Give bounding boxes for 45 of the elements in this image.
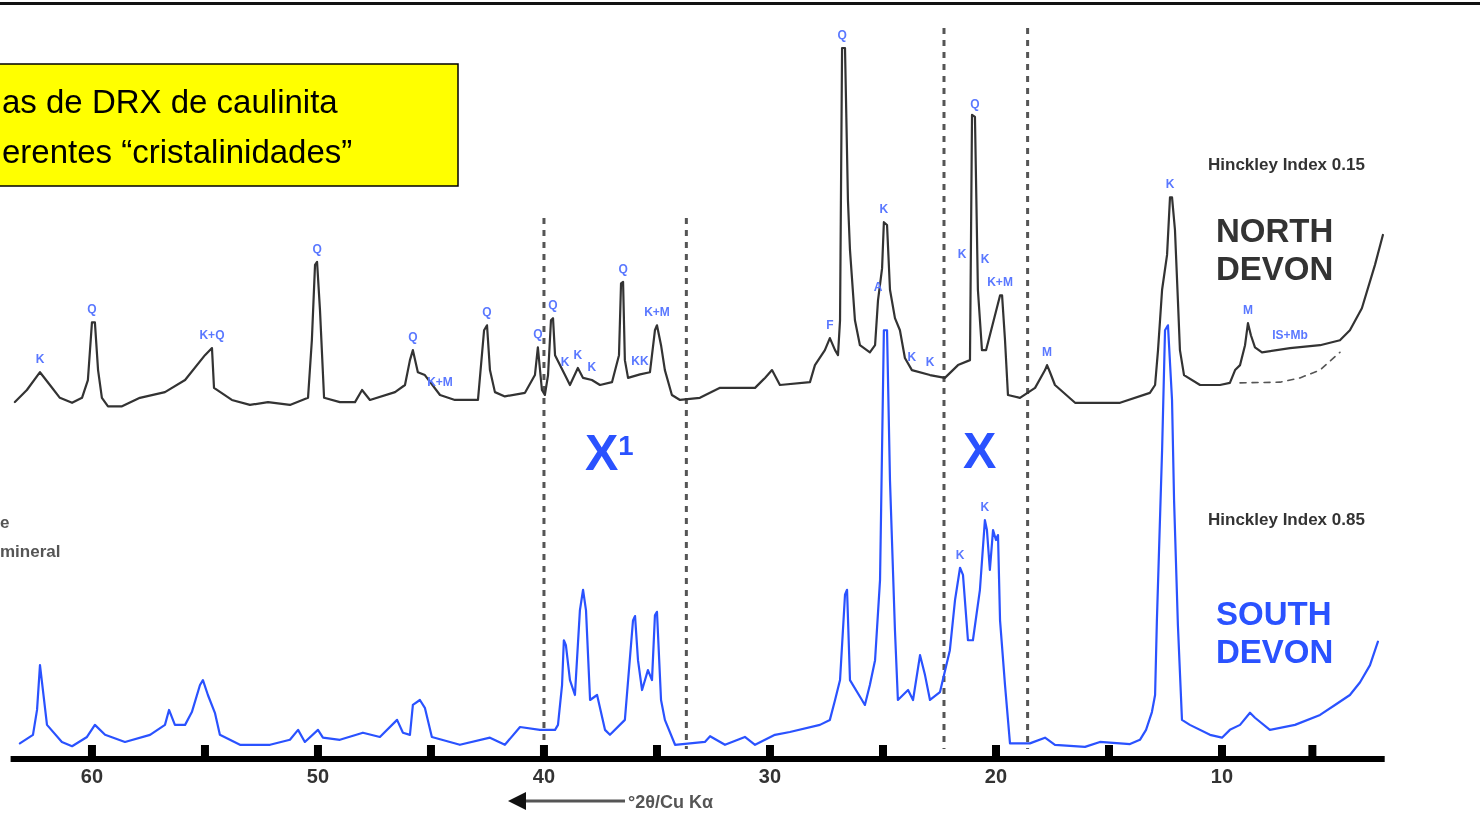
annotation: Q — [482, 305, 492, 320]
annotation: K — [955, 547, 965, 562]
annotation: K — [879, 202, 889, 217]
x-tick-label: 10 — [1210, 765, 1234, 787]
annotation: K — [587, 360, 597, 375]
annotation: K+Q — [199, 328, 225, 343]
annotation: Q — [312, 242, 322, 257]
annotation: K+M — [644, 305, 670, 320]
annotation: K — [957, 247, 967, 261]
text: as de DRX de caulinita erentes “cristalinidades” — [2, 83, 353, 170]
annotation: Q — [533, 327, 543, 342]
annotation: K — [1165, 177, 1175, 192]
annotation: M — [1042, 345, 1053, 360]
series-label: SOUTH DEVON — [1216, 595, 1334, 670]
annotation: K — [35, 352, 45, 367]
annotation: Hinckley Index 0.15 — [1208, 155, 1365, 174]
annotation: Q — [618, 261, 628, 276]
annotation: X — [963, 423, 997, 479]
x-tick-label: 40 — [532, 765, 556, 787]
annotation: K — [907, 350, 917, 365]
annotation: K — [573, 347, 583, 362]
x-axis-title: °2θ/Cu Kα — [628, 792, 713, 812]
annotation: Q — [548, 298, 558, 313]
series-label: NORTH DEVON — [1216, 212, 1334, 287]
annotation: mineral — [0, 542, 61, 561]
annotation: K+M — [987, 275, 1013, 290]
annotation: Q — [87, 302, 97, 317]
annotation: F — [826, 318, 834, 333]
annotation: K — [980, 252, 990, 266]
annotation: IS+Mb — [1272, 328, 1308, 343]
annotation: Q — [408, 330, 418, 345]
annotation: K — [560, 355, 570, 370]
annotation: K — [980, 500, 990, 515]
x-tick-label: 60 — [80, 765, 104, 787]
text: e — [0, 513, 10, 532]
annotation: X$^{1}$ — [585, 425, 634, 481]
annotation: Hinckley Index 0.85 — [1208, 510, 1365, 529]
annotation: Q — [970, 96, 980, 111]
x-tick-label: 30 — [758, 765, 782, 787]
x-tick-label: 20 — [984, 765, 1008, 787]
annotation: M — [1242, 303, 1253, 318]
annotation: KK — [631, 354, 650, 369]
annotation: K — [925, 355, 935, 370]
x-tick-label: 50 — [306, 765, 330, 787]
annotation: Q — [837, 28, 847, 42]
